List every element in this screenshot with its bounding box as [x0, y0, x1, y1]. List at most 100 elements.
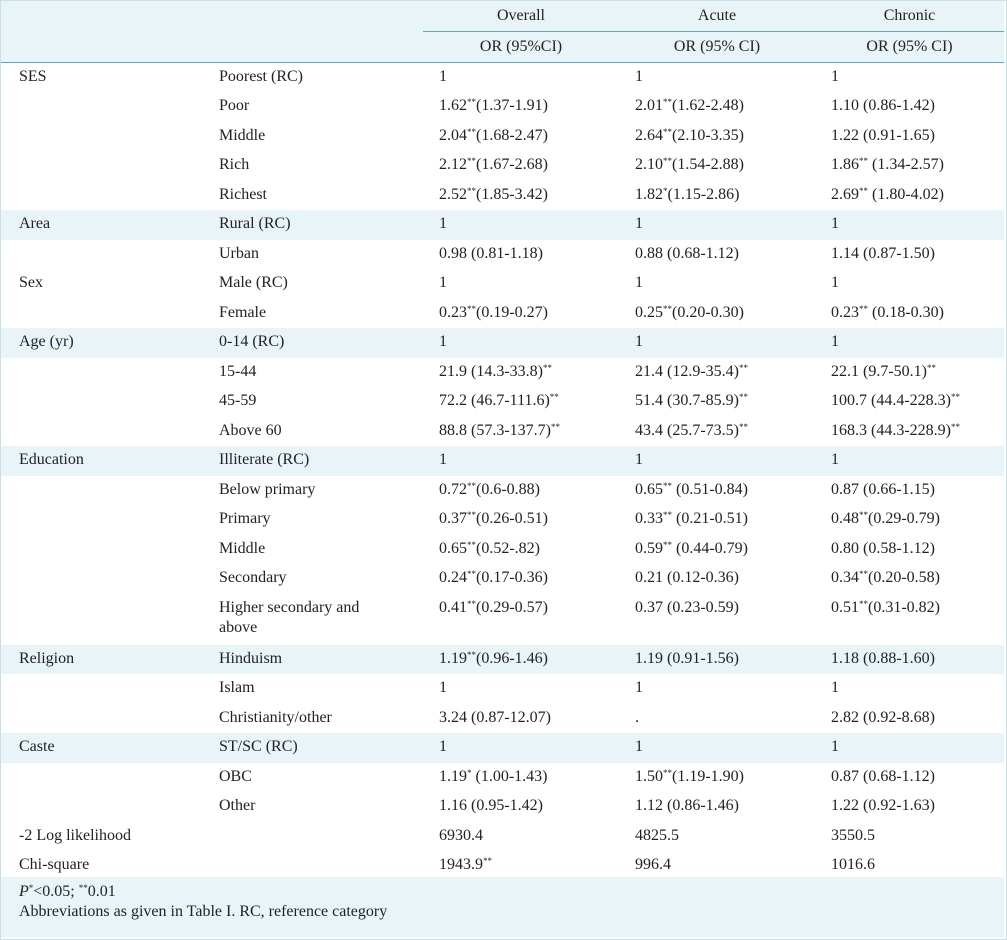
chronic-value: 1.22 (0.91-1.65)	[831, 126, 935, 144]
header-blank-1	[1, 1, 205, 32]
acute-value: 1	[619, 446, 815, 476]
overall-value: 0.65**(0.52-.82)	[439, 539, 540, 557]
subcategory-label: Rural (RC)	[219, 215, 291, 232]
overall-value: 0.98 (0.81-1.18)	[439, 244, 543, 262]
subcategory-cell: Christianity/other	[205, 704, 423, 734]
chronic-value: 1	[815, 328, 1004, 358]
category-cell: SES	[1, 62, 205, 92]
acute-value: 1.82*(1.15-2.86)	[635, 185, 740, 203]
chronic-value: 1016.6	[831, 856, 875, 873]
chronic-value: 1.86** (1.34-2.57)	[831, 156, 944, 173]
header-blank-2	[205, 1, 423, 32]
category-cell	[1, 594, 205, 645]
header-or-acute: OR (95% CI)	[619, 32, 815, 63]
chronic-value: 0.34**(0.20-0.58)	[831, 569, 940, 586]
table-row: Higher secondary and above 0.41**(0.29-0.…	[1, 594, 1004, 645]
acute-value: 51.4 (30.7-85.9)**	[635, 392, 748, 409]
subcategory-cell: 0-14 (RC)	[205, 328, 423, 358]
category-cell: Religion	[1, 644, 205, 674]
acute-value: 1	[635, 679, 643, 696]
chronic-value: 1.10 (0.86-1.42)	[831, 97, 935, 114]
table-row: OBC 1.19* (1.00-1.43) 1.50**(1.19-1.90) 0.8…	[1, 763, 1004, 793]
category-cell	[1, 122, 205, 152]
category-cell	[1, 564, 205, 594]
category-cell: Chi-square	[19, 856, 90, 873]
chronic-value: 0.51**(0.31-0.82)	[831, 598, 940, 616]
category-cell	[1, 476, 205, 506]
header-or-chronic: OR (95% CI)	[815, 32, 1004, 63]
category-cell	[1, 151, 205, 181]
subcategory-label: Middle	[219, 539, 266, 557]
subcategory-label: 0-14 (RC)	[219, 333, 285, 350]
category-cell: Caste	[1, 733, 205, 763]
subcategory-cell: ST/SC (RC)	[205, 733, 423, 763]
category-cell	[1, 181, 205, 211]
chronic-value: 1	[815, 733, 1004, 763]
chronic-value: 22.1 (9.7-50.1)**	[831, 362, 936, 380]
table-footnote: P*<0.05; **0.01 Abbreviations as given i…	[1, 877, 1004, 937]
subcategory-label: Poorest (RC)	[219, 68, 303, 85]
category-cell	[1, 535, 205, 565]
category-cell: Sex	[19, 274, 43, 291]
odds-ratio-table: Overall Acute Chronic OR (95%CI) OR (95%…	[1, 1, 1004, 881]
table-row: Urban 0.98 (0.81-1.18) 0.88 (0.68-1.12) 1.1…	[1, 240, 1004, 270]
subcategory-cell: Rich	[205, 151, 423, 181]
acute-value: 1.50**(1.19-1.90)	[635, 767, 744, 785]
acute-value: 1	[619, 62, 815, 92]
overall-value: 1.16 (0.95-1.42)	[439, 797, 543, 814]
acute-value: 996.4	[635, 856, 671, 873]
category-cell	[1, 763, 205, 793]
subcategory-label: Rich	[219, 156, 250, 173]
category-cell	[1, 505, 205, 535]
subcategory-cell: Primary	[205, 505, 423, 535]
overall-value: 2.52**(1.85-3.42)	[439, 185, 548, 203]
chronic-value: 100.7 (44.4-228.3)**	[831, 392, 960, 409]
table-row: Poor 1.62**(1.37-1.91) 2.01**(1.62-2.48) 1.…	[1, 92, 1004, 122]
table-row: Rich 2.12**(1.67-2.68) 2.10**(1.54-2.88) 1.…	[1, 151, 1004, 181]
table-row: Primary 0.37**(0.26-0.51) 0.33** (0.21-0.5…	[1, 505, 1004, 535]
chronic-value: 1	[815, 62, 1004, 92]
overall-value: 6930.4	[439, 826, 483, 844]
category-cell	[1, 240, 205, 270]
header-acute: Acute	[619, 1, 815, 32]
header-overall: Overall	[423, 1, 619, 32]
overall-value: 0.23**(0.19-0.27)	[439, 303, 548, 321]
subcategory-cell: Rural (RC)	[205, 210, 423, 240]
header-row-groups: Overall Acute Chronic	[1, 1, 1004, 32]
overall-value: 1.62**(1.37-1.91)	[439, 97, 548, 114]
acute-value: .	[635, 708, 639, 726]
subcategory-label: Christianity/other	[219, 708, 332, 726]
overall-value: 1	[423, 210, 619, 240]
subcategory-label: Higher secondary and above	[219, 598, 360, 636]
overall-value: 0.37**(0.26-0.51)	[439, 510, 548, 527]
acute-value: 1.12 (0.86-1.46)	[635, 797, 739, 814]
subcategory-cell: Middle	[205, 122, 423, 152]
category-cell: Age (yr)	[1, 328, 205, 358]
chronic-value: 1	[831, 679, 839, 696]
chronic-value: 0.48**(0.29-0.79)	[831, 510, 940, 527]
category-cell	[1, 417, 205, 447]
overall-value: 1	[423, 328, 619, 358]
subcategory-label: Female	[219, 303, 267, 321]
header-chronic: Chronic	[815, 1, 1004, 32]
chronic-value: 1	[831, 274, 839, 291]
category-cell	[1, 387, 205, 417]
subcategory-label: Secondary	[219, 569, 287, 586]
category-cell: -2 Log likelihood	[19, 826, 131, 844]
subcategory-label: Below primary	[219, 480, 316, 498]
subcategory-cell: Female	[205, 299, 423, 329]
acute-value: 0.21 (0.12-0.36)	[635, 569, 739, 586]
acute-value: 1	[619, 328, 815, 358]
table-row: Caste ST/SC (RC) 1 1 1	[1, 733, 1004, 763]
table-row: Middle 0.65**(0.52-.82) 0.59** (0.44-0.79)…	[1, 535, 1004, 565]
overall-value: 88.8 (57.3-137.7)**	[439, 421, 560, 439]
chronic-value: 3550.5	[831, 826, 875, 844]
acute-value: 0.37 (0.23-0.59)	[635, 598, 739, 616]
subcategory-label: Poor	[219, 97, 250, 114]
table-row: Richest 2.52**(1.85-3.42) 1.82*(1.15-2.86)…	[1, 181, 1004, 211]
chronic-value: 2.82 (0.92-8.68)	[831, 708, 935, 726]
table-row: 15-44 21.9 (14.3-33.8)** 21.4 (12.9-35.4)*…	[1, 358, 1004, 388]
overall-value: 1	[423, 733, 619, 763]
overall-value: 2.12**(1.67-2.68)	[439, 156, 548, 173]
table-row: Sex Male (RC) 1 1 1	[1, 269, 1004, 299]
